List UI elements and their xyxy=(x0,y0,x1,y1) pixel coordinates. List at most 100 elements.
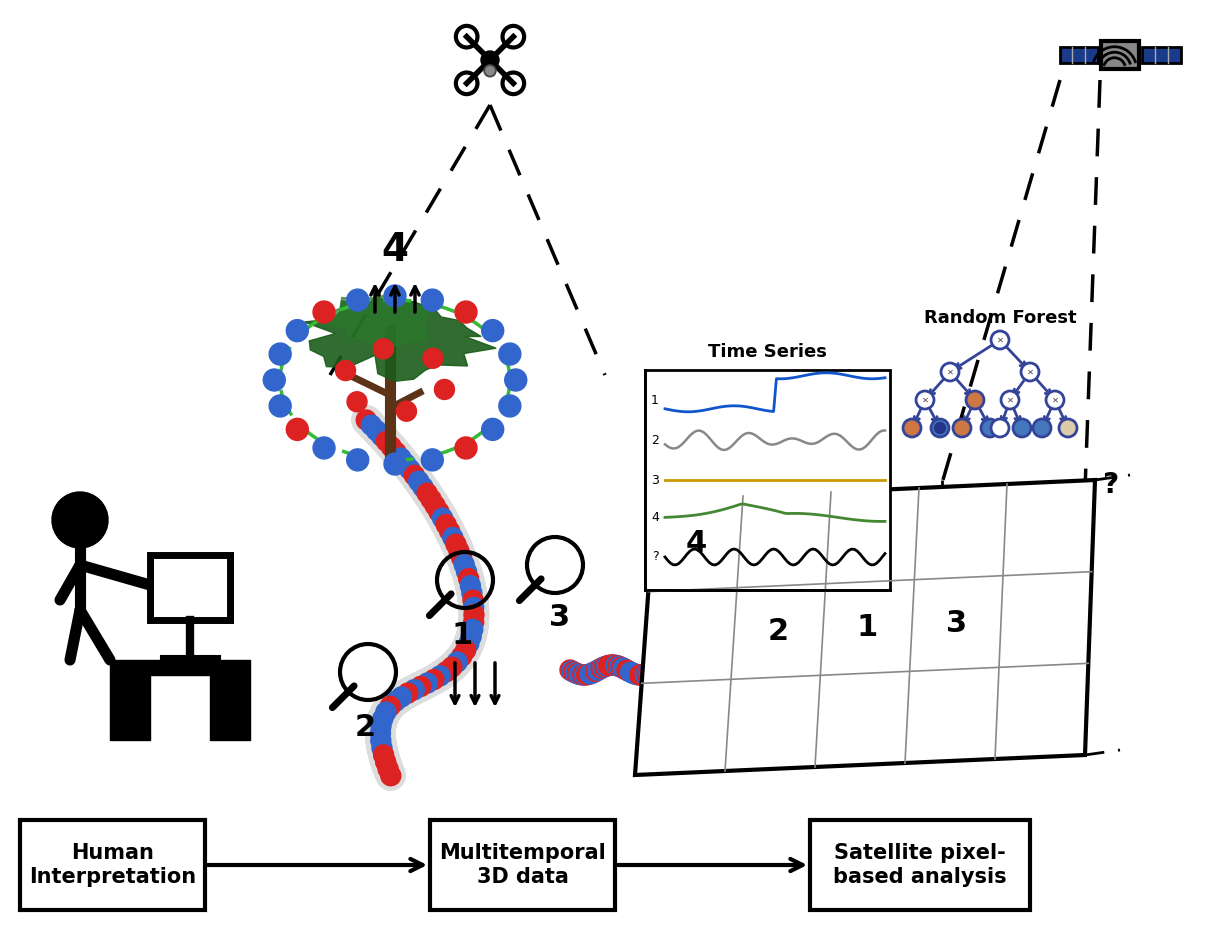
Circle shape xyxy=(606,656,626,675)
Circle shape xyxy=(422,348,443,368)
Text: Human
Interpretation: Human Interpretation xyxy=(29,842,197,887)
Circle shape xyxy=(418,483,437,503)
Text: Time Series: Time Series xyxy=(708,343,827,361)
Circle shape xyxy=(435,379,454,400)
Circle shape xyxy=(602,655,623,675)
Circle shape xyxy=(648,658,668,678)
Text: 4: 4 xyxy=(651,511,659,524)
Circle shape xyxy=(361,416,381,435)
Circle shape xyxy=(347,290,369,311)
Text: ✕: ✕ xyxy=(996,335,1004,345)
Circle shape xyxy=(429,502,449,522)
Circle shape xyxy=(443,528,463,547)
Circle shape xyxy=(464,605,484,625)
Circle shape xyxy=(376,752,396,772)
Circle shape xyxy=(398,683,418,703)
Text: ✕: ✕ xyxy=(1051,395,1059,404)
Circle shape xyxy=(1046,391,1063,409)
Circle shape xyxy=(1001,391,1020,409)
Circle shape xyxy=(484,64,496,77)
Circle shape xyxy=(357,410,376,430)
Circle shape xyxy=(573,665,593,685)
Circle shape xyxy=(609,657,630,676)
Circle shape xyxy=(421,290,443,311)
Circle shape xyxy=(576,665,597,685)
Bar xyxy=(430,820,615,910)
Text: 3: 3 xyxy=(549,603,570,632)
Circle shape xyxy=(372,738,392,757)
Circle shape xyxy=(1021,363,1039,381)
Circle shape xyxy=(455,301,477,323)
Circle shape xyxy=(593,658,613,677)
Bar xyxy=(810,820,1031,910)
Circle shape xyxy=(590,659,609,679)
Circle shape xyxy=(641,662,661,682)
Circle shape xyxy=(623,663,642,683)
Circle shape xyxy=(409,472,429,491)
Circle shape xyxy=(452,547,471,568)
Circle shape xyxy=(418,673,437,693)
Text: 2: 2 xyxy=(768,617,789,646)
Circle shape xyxy=(482,319,504,342)
Circle shape xyxy=(634,665,653,685)
Circle shape xyxy=(376,702,396,722)
Circle shape xyxy=(646,659,667,679)
Circle shape xyxy=(372,709,393,729)
Polygon shape xyxy=(635,480,1095,775)
Bar xyxy=(20,820,205,910)
Circle shape xyxy=(916,391,934,409)
Text: 3: 3 xyxy=(651,474,659,487)
Circle shape xyxy=(1059,419,1077,437)
Circle shape xyxy=(579,664,598,685)
Circle shape xyxy=(642,661,663,681)
Circle shape xyxy=(371,716,391,736)
Circle shape xyxy=(383,285,407,307)
Circle shape xyxy=(425,496,446,516)
Circle shape xyxy=(446,534,466,554)
Circle shape xyxy=(635,664,656,685)
Circle shape xyxy=(391,448,410,468)
Circle shape xyxy=(440,521,459,541)
Text: ?: ? xyxy=(652,550,659,563)
Text: 2: 2 xyxy=(354,714,376,743)
Circle shape xyxy=(598,656,619,675)
Circle shape xyxy=(462,627,481,646)
Circle shape xyxy=(313,437,335,459)
Circle shape xyxy=(463,619,482,640)
Text: 1: 1 xyxy=(651,394,659,407)
Circle shape xyxy=(436,515,457,534)
Circle shape xyxy=(591,658,612,678)
Circle shape xyxy=(597,656,617,676)
Circle shape xyxy=(376,432,397,451)
Circle shape xyxy=(397,402,416,421)
Circle shape xyxy=(582,663,602,683)
Text: 3: 3 xyxy=(946,609,967,638)
Circle shape xyxy=(413,477,433,497)
Circle shape xyxy=(347,391,368,412)
Circle shape xyxy=(601,655,620,675)
Circle shape xyxy=(571,665,591,685)
Text: 2: 2 xyxy=(651,434,659,446)
Circle shape xyxy=(1033,419,1051,437)
Circle shape xyxy=(562,661,582,681)
Circle shape xyxy=(620,662,641,682)
Circle shape xyxy=(286,319,309,342)
Circle shape xyxy=(980,419,999,437)
Circle shape xyxy=(499,395,521,417)
Circle shape xyxy=(595,657,615,676)
Circle shape xyxy=(421,489,441,509)
Text: ✕: ✕ xyxy=(1027,367,1033,376)
Polygon shape xyxy=(325,293,430,347)
Circle shape xyxy=(404,465,425,486)
Circle shape xyxy=(264,369,286,391)
Circle shape xyxy=(934,422,945,433)
Circle shape xyxy=(380,697,400,716)
Circle shape xyxy=(366,420,387,441)
Circle shape xyxy=(464,612,484,632)
Circle shape xyxy=(381,437,402,457)
Circle shape xyxy=(452,646,471,666)
Circle shape xyxy=(286,418,309,440)
Circle shape xyxy=(455,640,476,660)
Circle shape xyxy=(645,660,664,680)
Circle shape xyxy=(580,664,601,684)
